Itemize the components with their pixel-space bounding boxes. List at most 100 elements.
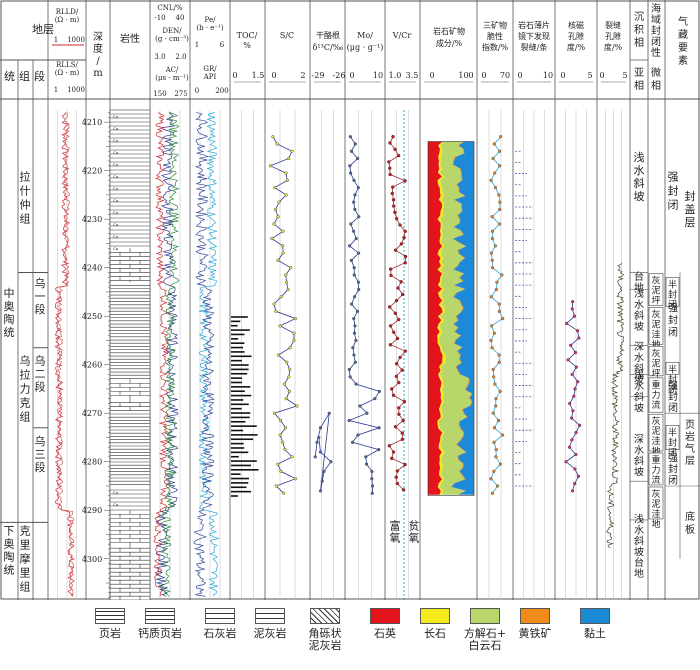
microfacies-box — [648, 486, 664, 520]
depth-label: 深度/m — [93, 31, 103, 79]
lith-ca-mark: Ca — [113, 174, 119, 179]
toc-bar — [231, 482, 249, 484]
mineral-border — [427, 141, 475, 496]
mo-point — [370, 469, 374, 474]
toc-bar — [231, 399, 244, 401]
sc-point — [278, 433, 282, 437]
toc-bar — [231, 477, 249, 480]
sc-point — [270, 236, 274, 241]
mo-point — [348, 135, 353, 139]
lith-ca-mark: Ca — [113, 114, 119, 119]
sc-point — [284, 193, 288, 197]
depth-label-4300: 4300 — [82, 555, 102, 564]
vcr-rich-label: 富氧 — [390, 519, 401, 545]
brittle-point — [498, 149, 502, 153]
nmr-point — [569, 416, 574, 420]
vcr-point — [402, 399, 407, 404]
member-1-char: 一 — [35, 290, 46, 303]
vcr-point — [394, 362, 399, 366]
brittle-point — [497, 193, 501, 197]
element-3-char: 板 — [685, 523, 695, 536]
toc-bar — [231, 390, 245, 393]
nmr-point — [577, 336, 581, 340]
mo-point — [351, 229, 356, 233]
vcr-point — [392, 330, 396, 334]
microfacies-2-char: 洼 — [651, 328, 660, 340]
vcr-point — [394, 216, 399, 221]
subfacies-label-char: 相 — [634, 79, 644, 92]
element-1: 封盖层 — [685, 189, 696, 229]
vcr-point — [391, 185, 395, 189]
microfacies-box — [648, 307, 664, 345]
mo-point — [350, 440, 355, 444]
toc-bar — [231, 386, 251, 388]
ac-max: 275 — [174, 90, 187, 98]
sc-point — [290, 455, 294, 459]
brittle-min: 0 — [481, 71, 486, 80]
sc-point — [273, 207, 278, 212]
seal-partial-3: 半封闭 — [668, 426, 677, 458]
legend-item-1: 页岩 — [80, 608, 140, 640]
d13c-min: -29 — [312, 71, 325, 80]
vcr-point — [396, 286, 400, 290]
subfacies-1-char: 浅 — [634, 151, 645, 164]
vcr-point — [400, 437, 405, 442]
brittle-point — [493, 186, 498, 190]
seal-box — [665, 277, 680, 307]
subfacies-1-char: 斜 — [634, 177, 645, 190]
sc-point — [272, 411, 277, 415]
legend-label: 角砾状 泥灰岩 — [308, 627, 342, 652]
toc-bar — [231, 447, 245, 449]
brittle-point — [489, 251, 493, 255]
vcr-point — [390, 191, 394, 196]
brittle-point — [490, 324, 494, 328]
sc-curve — [269, 136, 298, 494]
subfacies-2-char: 台 — [634, 270, 644, 283]
nmr-point — [570, 489, 575, 493]
seal-partial-2-char: 封 — [668, 373, 677, 385]
seal-partial-3-char: 半 — [668, 426, 677, 438]
vcr-point — [388, 166, 392, 170]
mo-point — [377, 426, 381, 430]
sc-point — [287, 156, 291, 161]
d13c-point — [318, 489, 323, 493]
sc-point — [275, 142, 279, 146]
mo-point — [364, 455, 368, 459]
mo-point — [347, 244, 352, 248]
microfacies-4: 重力流 — [651, 379, 660, 411]
toc-bar — [231, 381, 242, 384]
mo-point — [357, 287, 361, 292]
toc-max: 1.5 — [252, 71, 265, 80]
depth-label-4250: 4250 — [82, 312, 102, 321]
nmr-point — [570, 372, 574, 377]
seal-partial-2: 半封闭 — [668, 363, 677, 395]
subfacies-6-char: 水 — [634, 444, 644, 456]
brittle-point — [490, 258, 494, 262]
element-2-char: 层 — [685, 455, 695, 467]
depth-label-4230: 4230 — [82, 215, 102, 224]
nmr-point — [573, 481, 577, 486]
microfacies-7-char: 洼 — [651, 508, 660, 520]
element-3: 底板 — [685, 510, 695, 536]
subfacies-4-char: 水 — [634, 352, 644, 364]
vcr-point — [401, 418, 405, 423]
vcr-point — [397, 412, 401, 416]
d13c-point — [318, 426, 323, 430]
nmr-point — [567, 445, 572, 449]
nmr-point — [574, 452, 578, 457]
mo-point — [348, 171, 353, 175]
mo-point — [352, 266, 356, 270]
sc-point — [287, 389, 291, 393]
fracture-label: 岩石薄片镜下发现裂缝/条 — [518, 20, 550, 52]
legend-label: 石灰岩 — [203, 627, 237, 640]
legend-swatch — [370, 608, 400, 624]
toc-bar — [231, 342, 245, 344]
sc-point — [279, 418, 283, 423]
column-lines — [17, 0, 666, 600]
group-3-char: 克 — [20, 525, 31, 538]
subfacies-3-char: 斜 — [634, 309, 644, 322]
microfacies-2-char: 地 — [651, 338, 660, 350]
